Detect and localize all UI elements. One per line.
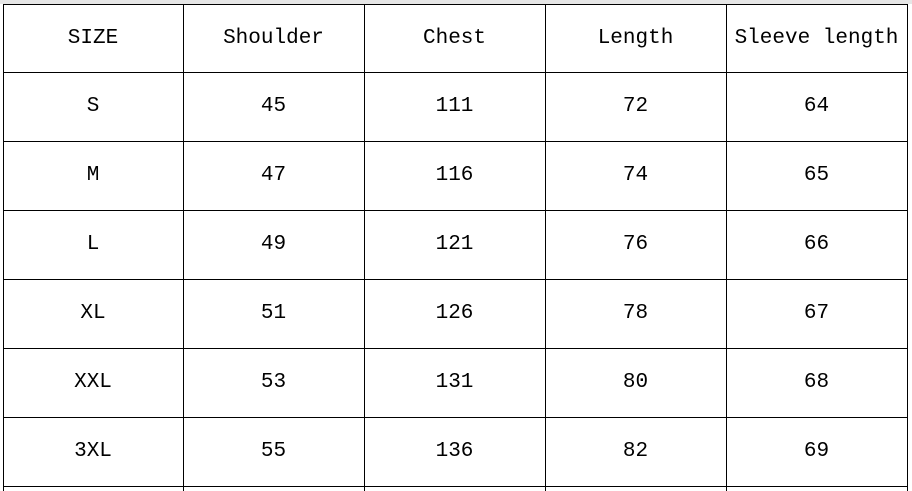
column-border xyxy=(364,4,365,491)
table-cell: 53 xyxy=(260,371,287,394)
table-cell: 67 xyxy=(803,302,830,325)
table-cell: 45 xyxy=(260,95,287,118)
table-cell: 78 xyxy=(622,302,649,325)
header-cell: Sleeve length xyxy=(734,26,899,50)
row-border xyxy=(3,4,908,5)
header-cell: Length xyxy=(597,26,674,50)
column-border xyxy=(726,4,727,491)
column-border xyxy=(183,4,184,491)
table-cell: S xyxy=(86,95,100,118)
table-cell: 69 xyxy=(803,440,830,463)
table-cell: 68 xyxy=(803,371,830,394)
table-cell: XXL xyxy=(74,371,112,394)
table-cell: 47 xyxy=(260,164,287,187)
table-cell: 131 xyxy=(435,371,474,394)
header-cell: Shoulder xyxy=(223,26,324,50)
table-cell: 74 xyxy=(622,164,649,187)
row-border xyxy=(3,417,908,418)
table-cell: XL xyxy=(80,302,106,325)
row-border xyxy=(3,348,908,349)
table-cell: 121 xyxy=(435,233,474,256)
table-cell: 65 xyxy=(803,164,830,187)
column-border xyxy=(3,4,4,491)
column-border xyxy=(545,4,546,491)
top-strip xyxy=(0,0,912,4)
table-cell: 51 xyxy=(260,302,287,325)
row-border xyxy=(3,210,908,211)
table-cell: 3XL xyxy=(74,440,112,463)
table-cell: 80 xyxy=(622,371,649,394)
table-cell: 111 xyxy=(435,95,474,118)
table-cell: 82 xyxy=(622,440,649,463)
table-cell: 49 xyxy=(260,233,287,256)
table-cell: L xyxy=(86,233,100,256)
table-cell: M xyxy=(86,164,100,187)
row-border xyxy=(3,72,908,73)
row-border xyxy=(3,279,908,280)
row-border xyxy=(3,141,908,142)
table-cell: 76 xyxy=(622,233,649,256)
header-cell: SIZE xyxy=(67,26,119,50)
table-cell: 66 xyxy=(803,233,830,256)
row-border xyxy=(3,486,908,487)
table-cell: 136 xyxy=(435,440,474,463)
table-cell: 64 xyxy=(803,95,830,118)
column-border xyxy=(907,4,908,491)
header-cell: Chest xyxy=(422,26,486,50)
table-cell: 55 xyxy=(260,440,287,463)
table-cell: 72 xyxy=(622,95,649,118)
table-cell: 126 xyxy=(435,302,474,325)
table-cell: 116 xyxy=(435,164,474,187)
